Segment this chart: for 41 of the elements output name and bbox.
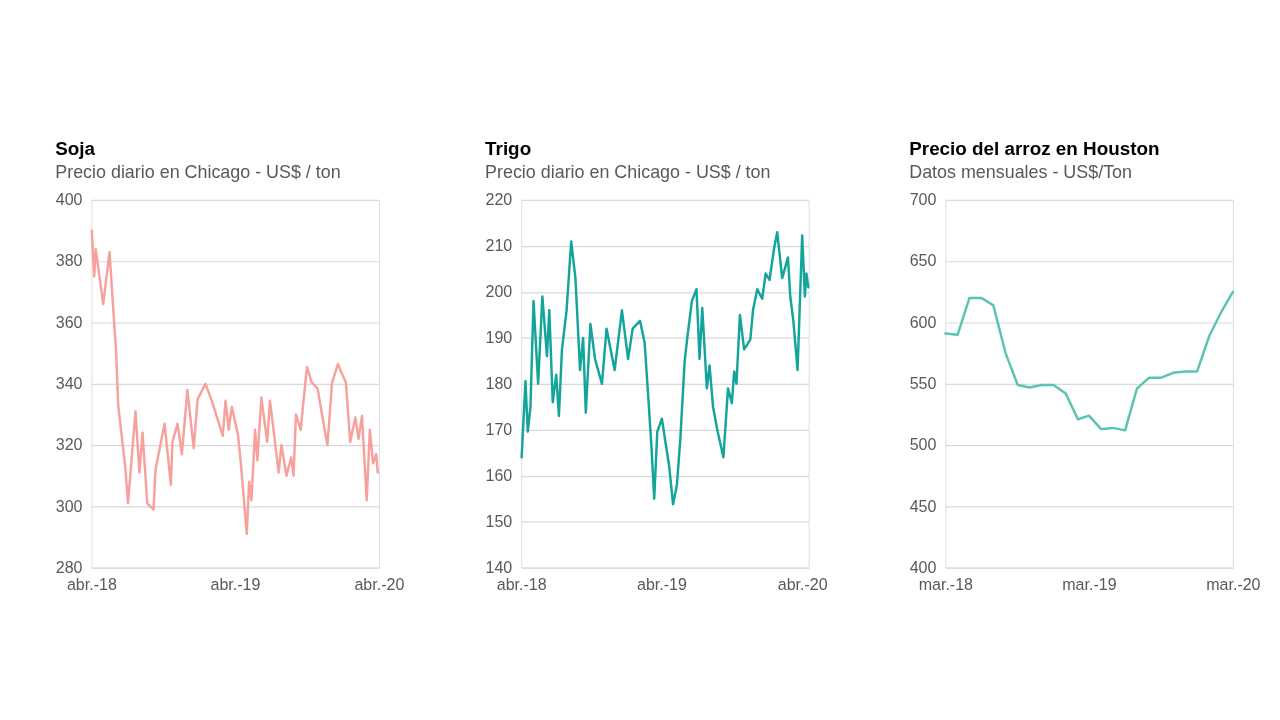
y-tick-label: 450 <box>909 496 937 515</box>
y-tick-label: 700 <box>909 190 937 209</box>
y-tick-label: 300 <box>55 496 83 515</box>
y-tick-label: 500 <box>909 435 937 454</box>
y-tick-label: 200 <box>485 282 513 301</box>
x-tick-label: abr.-20 <box>777 574 828 593</box>
y-tick-label: 360 <box>55 312 83 331</box>
x-tick-label: abr.-18 <box>66 574 117 593</box>
y-tick-label: 340 <box>55 373 83 392</box>
y-tick-label: 180 <box>485 373 513 392</box>
y-tick-label: 150 <box>485 511 513 530</box>
chart-title: Precio del arroz en Houston <box>909 137 1160 159</box>
y-tick-label: 220 <box>485 190 513 209</box>
x-tick-label: abr.-19 <box>210 574 261 593</box>
line-series <box>944 290 1235 432</box>
x-tick-label: mar.-20 <box>1206 574 1261 593</box>
y-tick-label: 380 <box>55 251 83 270</box>
y-tick-label: 400 <box>55 190 83 209</box>
y-tick-label: 190 <box>485 328 513 347</box>
y-tick-label: 210 <box>485 236 513 255</box>
y-tick-label: 280 <box>55 557 83 576</box>
x-tick-label: abr.-18 <box>496 574 547 593</box>
x-tick-label: mar.-19 <box>1062 574 1117 593</box>
y-tick-label: 400 <box>909 557 937 576</box>
x-tick-label: mar.-18 <box>918 574 974 593</box>
chart-title: Soja <box>55 137 96 159</box>
x-tick-label: abr.-19 <box>637 574 688 593</box>
line-series <box>90 229 379 536</box>
y-tick-label: 320 <box>55 435 83 454</box>
y-tick-label: 160 <box>485 465 513 484</box>
x-tick-label: abr.-20 <box>354 574 405 593</box>
chart-subtitle: Precio diario en Chicago - US$ / ton <box>55 162 341 183</box>
chart-subtitle: Precio diario en Chicago - US$ / ton <box>485 162 771 183</box>
y-tick-label: 170 <box>485 419 513 438</box>
chart-subtitle: Datos mensuales - US$/Ton <box>909 162 1132 183</box>
y-tick-label: 140 <box>485 557 513 576</box>
y-tick-label: 550 <box>909 373 937 392</box>
y-tick-label: 650 <box>909 251 937 270</box>
chart-title: Trigo <box>485 137 532 159</box>
y-tick-label: 600 <box>909 312 937 331</box>
line-series <box>520 230 810 506</box>
